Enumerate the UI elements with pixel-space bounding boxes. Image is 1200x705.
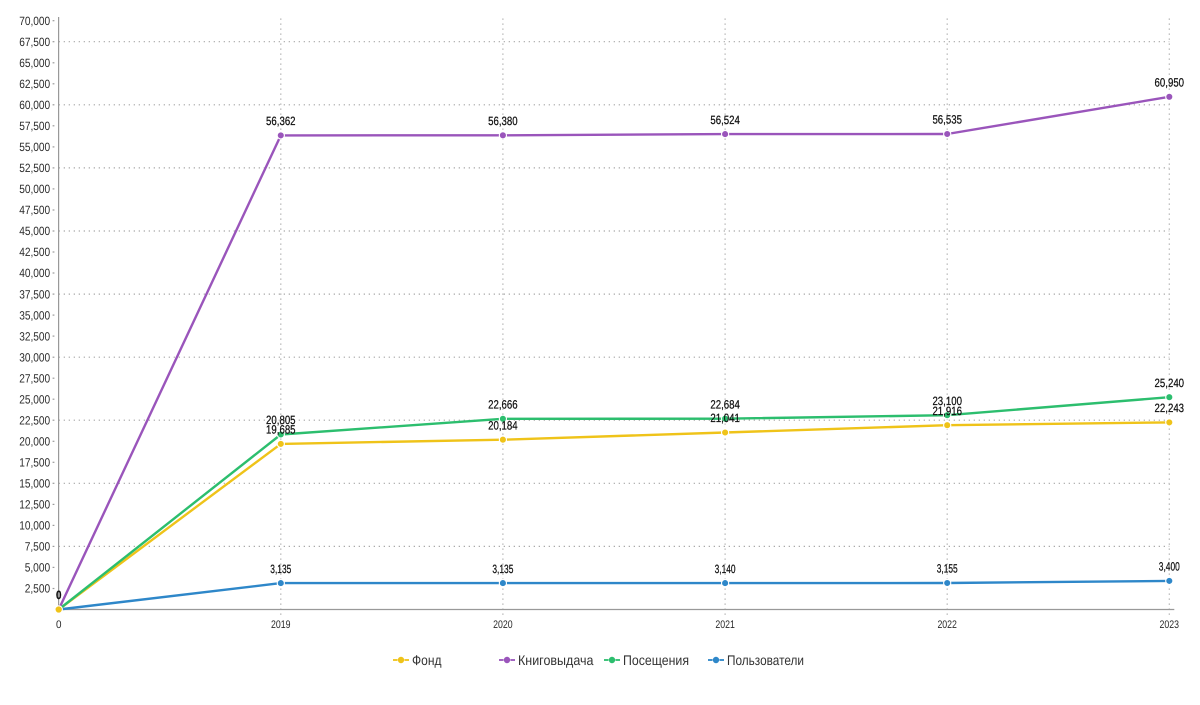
svg-text:22,684: 22,684 [710,397,740,411]
svg-text:56,524: 56,524 [710,113,740,127]
svg-text:45,000: 45,000 [19,224,50,238]
svg-text:17,500: 17,500 [19,456,50,470]
svg-text:2022: 2022 [937,619,957,631]
svg-text:10,000: 10,000 [19,519,50,533]
svg-text:22,666: 22,666 [488,398,518,412]
svg-text:50,000: 50,000 [19,182,50,196]
svg-text:20,000: 20,000 [19,435,50,449]
svg-text:42,500: 42,500 [19,245,50,259]
svg-text:20,184: 20,184 [488,418,518,432]
svg-text:2019: 2019 [271,619,291,631]
svg-text:2,500: 2,500 [25,582,51,596]
svg-text:21,041: 21,041 [710,411,740,425]
svg-text:70,000: 70,000 [19,14,50,28]
svg-text:7,500: 7,500 [25,540,51,554]
svg-text:67,500: 67,500 [19,35,50,49]
svg-text:19,685: 19,685 [266,423,296,437]
svg-text:Посещения: Посещения [623,652,689,668]
svg-text:21,916: 21,916 [932,404,962,418]
svg-text:2021: 2021 [715,619,735,631]
svg-text:Фонд: Фонд [412,652,442,668]
svg-text:60,000: 60,000 [19,98,50,112]
svg-text:37,500: 37,500 [19,287,50,301]
svg-text:12,500: 12,500 [19,498,50,512]
svg-text:56,362: 56,362 [266,114,296,128]
svg-text:3,135: 3,135 [492,562,513,576]
svg-text:55,000: 55,000 [19,140,50,154]
svg-text:3,155: 3,155 [937,562,958,576]
svg-text:32,500: 32,500 [19,329,50,343]
svg-text:65,000: 65,000 [19,56,50,70]
svg-text:52,500: 52,500 [19,161,50,175]
svg-text:2020: 2020 [493,619,513,631]
svg-text:Пользователи: Пользователи [727,652,804,668]
svg-text:25,240: 25,240 [1155,376,1185,390]
svg-text:20,805: 20,805 [266,413,296,427]
svg-text:62,500: 62,500 [19,77,50,91]
svg-text:56,535: 56,535 [932,113,962,127]
svg-text:0: 0 [56,619,62,631]
svg-text:30,000: 30,000 [19,350,50,364]
svg-text:60,950: 60,950 [1155,76,1185,90]
svg-text:0: 0 [56,588,62,602]
svg-text:15,000: 15,000 [19,477,50,491]
svg-text:2023: 2023 [1160,619,1180,631]
svg-text:23,100: 23,100 [932,394,962,408]
svg-text:25,000: 25,000 [19,392,50,406]
svg-text:57,500: 57,500 [19,119,50,133]
svg-text:40,000: 40,000 [19,266,50,280]
svg-text:56,380: 56,380 [488,114,518,128]
svg-text:35,000: 35,000 [19,308,50,322]
svg-text:Книговыдача: Книговыдача [518,652,594,668]
svg-text:22,243: 22,243 [1155,401,1185,415]
svg-text:3,400: 3,400 [1159,560,1180,574]
svg-text:3,135: 3,135 [270,562,291,576]
svg-text:3,140: 3,140 [715,562,736,576]
svg-text:22,500: 22,500 [19,413,50,427]
svg-text:5,000: 5,000 [25,561,51,575]
svg-text:47,500: 47,500 [19,203,50,217]
svg-text:27,500: 27,500 [19,371,50,385]
